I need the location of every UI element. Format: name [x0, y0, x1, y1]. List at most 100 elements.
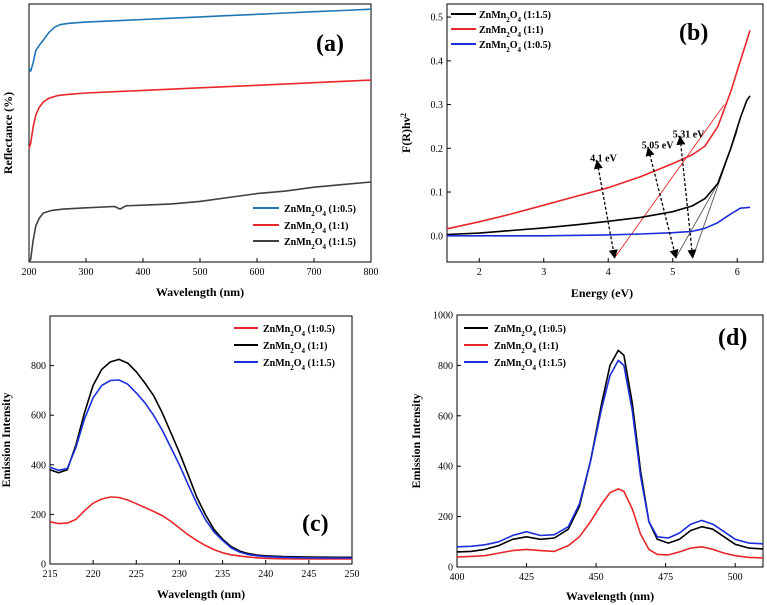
series-line	[456, 488, 764, 559]
y-tick-label: 400	[31, 460, 46, 471]
x-tick-label: 245	[301, 569, 316, 580]
plot-frame	[456, 314, 764, 568]
y-tick-label: 800	[438, 361, 453, 372]
y-tick-label: 0	[41, 560, 46, 571]
legend: ZnMn2O4 (1:0.5) ZnMn2O4 (1:1) ZnMn2O4 (1…	[234, 324, 335, 372]
series-group	[49, 358, 352, 560]
x-tick-label: 6	[735, 267, 740, 278]
annotations: 4.1 eV 5.05 eV5.31 eV	[590, 129, 705, 259]
axis-ticks: 2 3 4 5 6 0.0 0.1 0.2 0.3 0.4 0.5	[431, 13, 740, 278]
x-tick-label: 220	[86, 569, 101, 580]
x-tick-label: 3	[541, 267, 546, 278]
legend-entry: ZnMn2O4 (1:1.5)	[494, 358, 566, 372]
legend-entry: ZnMn2O4 (1:1.5)	[263, 358, 335, 372]
panel-label: (c)	[302, 511, 329, 537]
x-tick-label: 5	[670, 267, 675, 278]
y-tick-label: 0.0	[431, 231, 444, 242]
panel-label: (a)	[316, 31, 344, 57]
x-tick-label: 2	[477, 267, 482, 278]
y-tick-label: 1000	[433, 311, 453, 322]
y-tick-label: 200	[31, 510, 46, 521]
x-tick-label: 700	[307, 267, 322, 278]
x-tick-label: 4	[606, 267, 611, 278]
series-line	[446, 95, 751, 236]
series-line	[28, 181, 372, 263]
x-ticks: 200 300 400 500 600 700 800	[22, 258, 379, 278]
series-group	[456, 349, 764, 559]
series-line	[28, 79, 372, 149]
panel-d: 400 425 450 475 500 0 200 400 600 800 1000 (d) Wav…	[409, 311, 764, 603]
series-line	[49, 496, 352, 560]
legend-entry: ZnMn2O4 (1:1.5)	[284, 237, 356, 251]
y-axis-label: Emission Intensity	[409, 393, 423, 488]
x-tick-label: 215	[43, 569, 58, 580]
annotation-label: 4.1 eV	[590, 153, 617, 164]
y-tick-label: 0.2	[431, 144, 444, 155]
y-tick-label: 600	[438, 411, 453, 422]
panel-b: 2 3 4 5 6 0.0 0.1 0.2 0.3 0.4 0.5 4.1 eV 5.05 eV5.3…	[399, 3, 764, 300]
x-tick-label: 240	[258, 569, 273, 580]
axis-ticks: 215 220 225 230 235 240 245 250 0 200 400 600 800	[31, 361, 360, 580]
legend-entry: ZnMn2O4 (1:0.5)	[479, 40, 551, 54]
y-tick-label: 0.5	[431, 13, 444, 24]
plot-frame	[49, 315, 353, 565]
legend-entry: ZnMn2O4 (1:1)	[494, 341, 559, 355]
legend-entry: ZnMn2O4 (1:0.5)	[284, 204, 356, 218]
x-tick-label: 425	[519, 572, 534, 583]
y-tick-label: 0.3	[431, 100, 444, 111]
legend: ZnMn2O4 (1:0.5) ZnMn2O4 (1:1) ZnMn2O4 (1…	[253, 204, 356, 251]
series-group	[28, 8, 372, 263]
annotation-arrow	[645, 146, 679, 259]
y-tick-label: 400	[438, 462, 453, 473]
x-tick-label: 500	[728, 572, 743, 583]
y-axis-label: F(R)hν2	[399, 113, 414, 153]
series-line	[456, 359, 764, 548]
x-tick-label: 250	[345, 569, 360, 580]
x-tick-label: 300	[79, 267, 94, 278]
legend-entry: ZnMn2O4 (1:1)	[284, 221, 349, 235]
x-tick-label: 235	[215, 569, 230, 580]
y-tick-label: 0.4	[431, 56, 444, 67]
panel-label: (d)	[718, 325, 747, 351]
axis-ticks: 400 425 450 475 500 0 200 400 600 800 1000	[433, 311, 743, 584]
x-tick-label: 400	[136, 267, 151, 278]
legend-entry: ZnMn2O4 (1:1)	[263, 341, 328, 355]
annotation-arrow	[676, 135, 697, 259]
x-tick-label: 500	[193, 267, 208, 278]
x-axis-label: Energy (eV)	[571, 286, 633, 300]
y-axis-label: Emission Intensity	[0, 392, 13, 487]
x-tick-label: 225	[129, 569, 144, 580]
x-tick-label: 200	[22, 267, 37, 278]
series-group	[446, 29, 751, 237]
x-axis-label: Wavelength (nm)	[156, 285, 244, 299]
y-tick-label: 0	[448, 563, 453, 574]
series-line	[28, 8, 372, 72]
x-tick-label: 450	[589, 572, 604, 583]
x-tick-label: 475	[658, 572, 673, 583]
legend-entry: ZnMn2O4 (1:1)	[479, 25, 544, 39]
annotation-arrow	[593, 159, 618, 259]
annotation-label: 5.31 eV	[673, 129, 705, 140]
legend-entry: ZnMn2O4 (1:1.5)	[479, 10, 551, 24]
y-axis-label: Reflectance (%)	[1, 92, 15, 174]
y-tick-label: 600	[31, 411, 46, 422]
x-tick-label: 600	[250, 267, 265, 278]
series-line	[49, 379, 352, 559]
x-tick-label: 800	[364, 267, 379, 278]
x-axis-label: Wavelength (nm)	[566, 589, 654, 603]
legend: ZnMn2O4 (1:1.5) ZnMn2O4 (1:1) ZnMn2O4 (1…	[451, 10, 551, 54]
panel-c: 215 220 225 230 235 240 245 250 0 200 400 600 800 (c…	[0, 315, 360, 601]
plot-frame	[446, 3, 764, 263]
x-axis-label: Wavelength (nm)	[157, 587, 245, 601]
legend-entry: ZnMn2O4 (1:0.5)	[263, 324, 335, 338]
y-tick-label: 800	[31, 361, 46, 372]
annotation-label: 5.05 eV	[642, 140, 674, 151]
panel-a: 200 300 400 500 600 700 800 (a) Wavelength (nm…	[1, 3, 379, 299]
x-tick-label: 230	[172, 569, 187, 580]
y-tick-label: 200	[438, 512, 453, 523]
legend: ZnMn2O4 (1:0.5) ZnMn2O4 (1:1) ZnMn2O4 (1…	[464, 324, 566, 372]
y-tick-label: 0.1	[431, 188, 444, 199]
legend-entry: ZnMn2O4 (1:0.5)	[494, 324, 566, 338]
series-line	[456, 349, 764, 553]
